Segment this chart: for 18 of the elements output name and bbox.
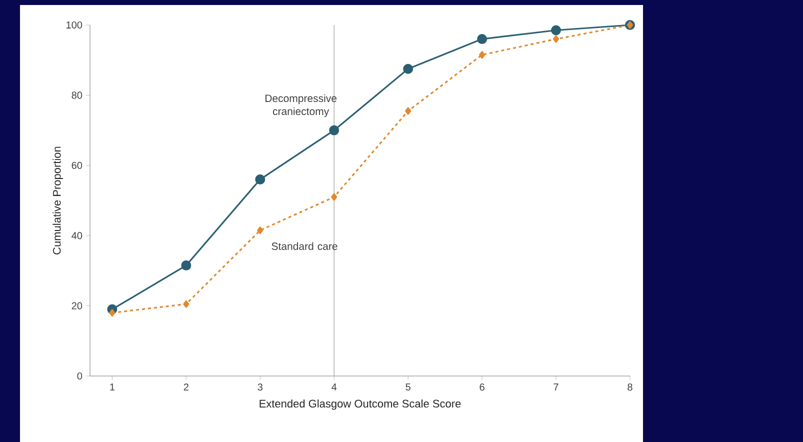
x-tick-label: 3: [258, 384, 262, 391]
x-tick-label: 1: [110, 384, 114, 390]
y-tick-label: 80: [72, 92, 82, 99]
x-tick-label: 5: [406, 384, 410, 391]
series-label: Decompressive craniectomy: [266, 94, 337, 118]
x-tick-label: 8: [628, 384, 632, 391]
x-tick-label: 7: [554, 384, 558, 390]
y-tick-label: 0: [77, 372, 82, 380]
x-tick-label: 2: [184, 384, 188, 391]
y-tick-label: 40: [72, 232, 82, 240]
y-axis-title: Cumulative Proportion: [52, 146, 63, 254]
series-label: Standard care: [272, 242, 338, 250]
y-tick-label: 60: [72, 162, 82, 169]
x-tick-label: 4: [332, 384, 337, 390]
x-axis-title: Extended Glasgow Outcome Scale Score: [260, 399, 461, 410]
y-tick-label: 20: [72, 302, 82, 310]
x-tick-label: 6: [480, 384, 484, 391]
y-tick-label: 100: [66, 21, 82, 29]
